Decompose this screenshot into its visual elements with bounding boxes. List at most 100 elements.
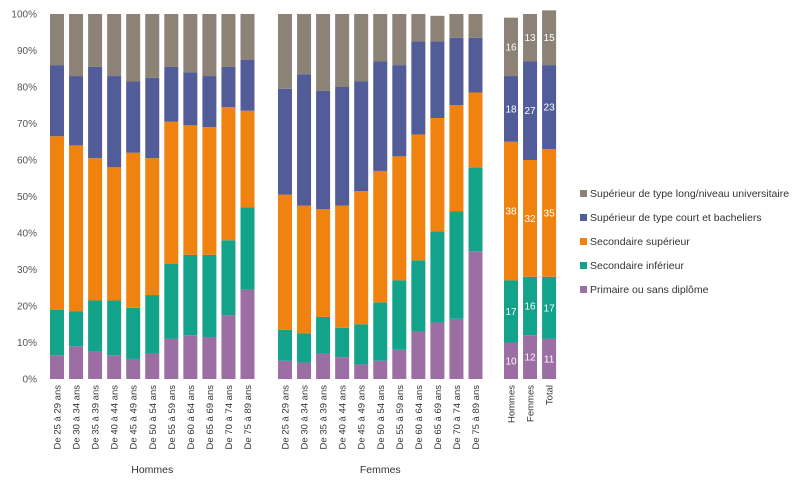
bar-segment xyxy=(278,329,292,361)
bar-segment xyxy=(278,14,292,89)
x-category-label: De 75 à 89 ans xyxy=(243,385,254,450)
data-label: 16 xyxy=(524,302,536,313)
y-tick-label: 30% xyxy=(17,265,37,276)
bar-segment xyxy=(504,17,518,77)
bar-segment xyxy=(278,360,292,379)
bar-segment xyxy=(373,170,388,303)
bar-segment xyxy=(373,302,388,361)
bar-segment xyxy=(50,309,64,356)
data-label: 13 xyxy=(524,33,536,44)
bar-segment xyxy=(335,14,350,87)
bar-segment xyxy=(392,14,407,66)
bar-segment xyxy=(523,61,538,161)
bar-segment xyxy=(88,351,103,379)
bar-segment xyxy=(297,14,312,75)
bar-segment xyxy=(542,10,557,66)
y-tick-label: 70% xyxy=(17,119,37,130)
y-tick-label: 40% xyxy=(17,229,37,240)
bar-segment xyxy=(430,118,445,232)
legend-swatch xyxy=(580,214,587,221)
legend-swatch xyxy=(580,190,587,197)
bar-segment xyxy=(221,14,236,67)
x-category-label: De 25 à 29 ans xyxy=(281,385,292,450)
bar-segment xyxy=(335,205,350,328)
bar-segment xyxy=(126,152,141,308)
bar-segment xyxy=(145,353,160,379)
data-label: 23 xyxy=(544,103,556,114)
bar-segment xyxy=(183,72,198,126)
x-category-label: De 60 à 64 ans xyxy=(414,385,425,450)
y-tick-label: 50% xyxy=(17,192,37,203)
legend: Supérieur de type long/niveau universita… xyxy=(580,188,789,296)
data-label: 17 xyxy=(505,307,517,318)
x-category-label: De 40 à 44 ans xyxy=(338,385,349,450)
bar-segment xyxy=(335,327,350,358)
bar-segment xyxy=(164,121,179,265)
bar-segment xyxy=(430,322,445,379)
bar-segment xyxy=(50,65,64,137)
x-category-label: De 70 à 74 ans xyxy=(224,385,235,450)
bar-segment xyxy=(50,14,64,66)
data-label: 32 xyxy=(524,214,536,225)
bar-segment xyxy=(183,335,198,379)
x-category-label: Femmes xyxy=(526,385,537,422)
data-label: 15 xyxy=(544,33,556,44)
bar-segment xyxy=(504,280,518,343)
legend-label: Supérieur de type long/niveau universita… xyxy=(590,188,789,200)
data-label: 18 xyxy=(505,104,517,115)
y-tick-label: 90% xyxy=(17,46,37,57)
x-category-label: De 25 à 29 ans xyxy=(53,385,64,450)
bar-segment xyxy=(335,87,350,206)
bar-segment xyxy=(126,307,141,359)
x-category-label: De 65 à 69 ans xyxy=(433,385,444,450)
x-category-label: De 35 à 39 ans xyxy=(91,385,102,450)
bar-segment xyxy=(202,76,217,128)
bar-segment xyxy=(126,81,141,153)
bar-segment xyxy=(126,14,141,82)
x-group-label: Femmes xyxy=(360,464,401,476)
x-category-label: De 75 à 89 ans xyxy=(471,385,482,450)
x-category-label: De 45 à 49 ans xyxy=(357,385,368,450)
data-label: 11 xyxy=(544,354,555,365)
bar-segment xyxy=(240,14,255,60)
x-group-label: Hommes xyxy=(131,464,173,476)
bar-segment xyxy=(69,311,84,347)
bar-segment xyxy=(183,125,198,255)
y-tick-label: 10% xyxy=(17,338,37,349)
data-label: 10 xyxy=(505,356,517,367)
bar-segment xyxy=(354,364,369,379)
bar-segment xyxy=(392,349,407,379)
bar-segment xyxy=(504,342,518,379)
bar-segment xyxy=(240,59,255,111)
x-category-label: De 30 à 34 ans xyxy=(300,385,311,450)
bar-segment xyxy=(542,276,557,339)
bar-segment xyxy=(107,355,122,379)
bar-segment xyxy=(449,37,464,106)
bar-segment xyxy=(278,194,292,330)
bar-segment xyxy=(145,14,160,78)
legend-label: Primaire ou sans diplôme xyxy=(590,284,709,296)
bar-segment xyxy=(221,107,236,241)
bar-segment xyxy=(297,333,312,363)
bar-segment xyxy=(107,167,122,301)
bar-segment xyxy=(107,300,122,356)
bar-segment xyxy=(449,14,464,38)
legend-label: Secondaire inférieur xyxy=(590,260,684,272)
bar-segment xyxy=(316,14,331,91)
bar-segment xyxy=(523,14,538,62)
bar-segment xyxy=(449,211,464,319)
y-tick-label: 0% xyxy=(23,375,38,386)
bar-segment xyxy=(202,254,217,338)
bars-area xyxy=(50,10,557,379)
bar-segment xyxy=(202,14,217,77)
x-category-label: De 70 à 74 ans xyxy=(452,385,463,450)
bar-segment xyxy=(316,353,331,379)
x-category-label: De 60 à 64 ans xyxy=(186,385,197,450)
legend-swatch xyxy=(580,286,587,293)
bar-segment xyxy=(373,360,388,379)
bar-segment xyxy=(411,41,426,135)
y-tick-label: 80% xyxy=(17,83,37,94)
bar-segment xyxy=(202,337,217,379)
bar-segment xyxy=(69,145,84,312)
